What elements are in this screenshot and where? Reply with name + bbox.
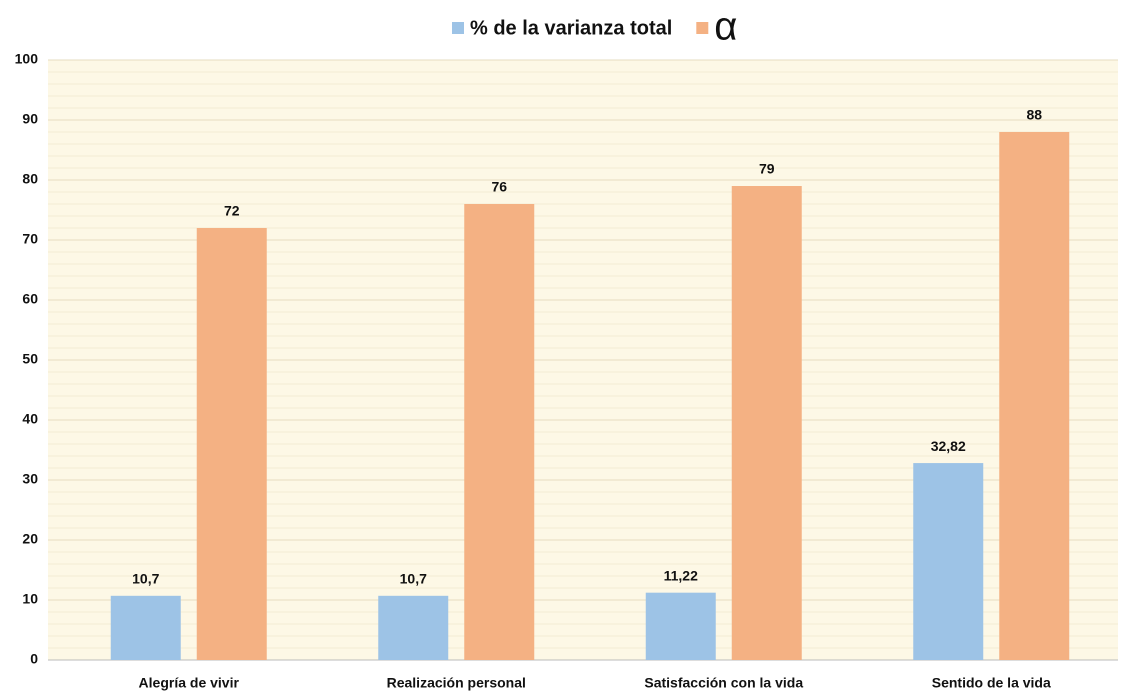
- y-tick-label: 60: [22, 291, 38, 307]
- y-tick-label: 90: [22, 111, 38, 127]
- y-tick-label: 40: [22, 411, 38, 427]
- legend-swatch: [452, 22, 464, 34]
- bar: [913, 463, 984, 660]
- y-tick-label: 20: [22, 531, 38, 547]
- bar: [731, 186, 802, 660]
- data-label: 11,22: [664, 567, 698, 583]
- x-tick-label: Realización personal: [387, 675, 526, 691]
- data-label: 32,82: [931, 438, 966, 454]
- x-tick-label: Satisfacción con la vida: [644, 675, 803, 691]
- y-tick-label: 30: [22, 471, 38, 487]
- y-tick-label: 100: [15, 51, 39, 67]
- data-label: 10,7: [132, 571, 159, 587]
- x-tick-label: Sentido de la vida: [932, 675, 1051, 691]
- bar: [196, 228, 267, 660]
- bar: [645, 592, 716, 660]
- y-tick-label: 50: [22, 351, 38, 367]
- bar: [464, 204, 535, 660]
- y-tick-label: 70: [22, 231, 38, 247]
- y-tick-label: 0: [30, 651, 38, 667]
- data-label: 79: [759, 161, 775, 177]
- bar: [999, 132, 1070, 660]
- data-label: 10,7: [400, 571, 427, 587]
- x-tick-label: Alegría de vivir: [139, 675, 240, 691]
- data-label: 72: [224, 203, 240, 219]
- bar: [110, 595, 181, 660]
- y-tick-label: 10: [22, 591, 38, 607]
- legend-label: % de la varianza total: [470, 17, 672, 39]
- legend-swatch: [696, 22, 709, 34]
- data-label: 88: [1026, 107, 1042, 123]
- y-tick-label: 80: [22, 171, 38, 187]
- data-label: 76: [491, 179, 507, 195]
- bar: [378, 595, 449, 660]
- legend-label: α: [714, 5, 737, 49]
